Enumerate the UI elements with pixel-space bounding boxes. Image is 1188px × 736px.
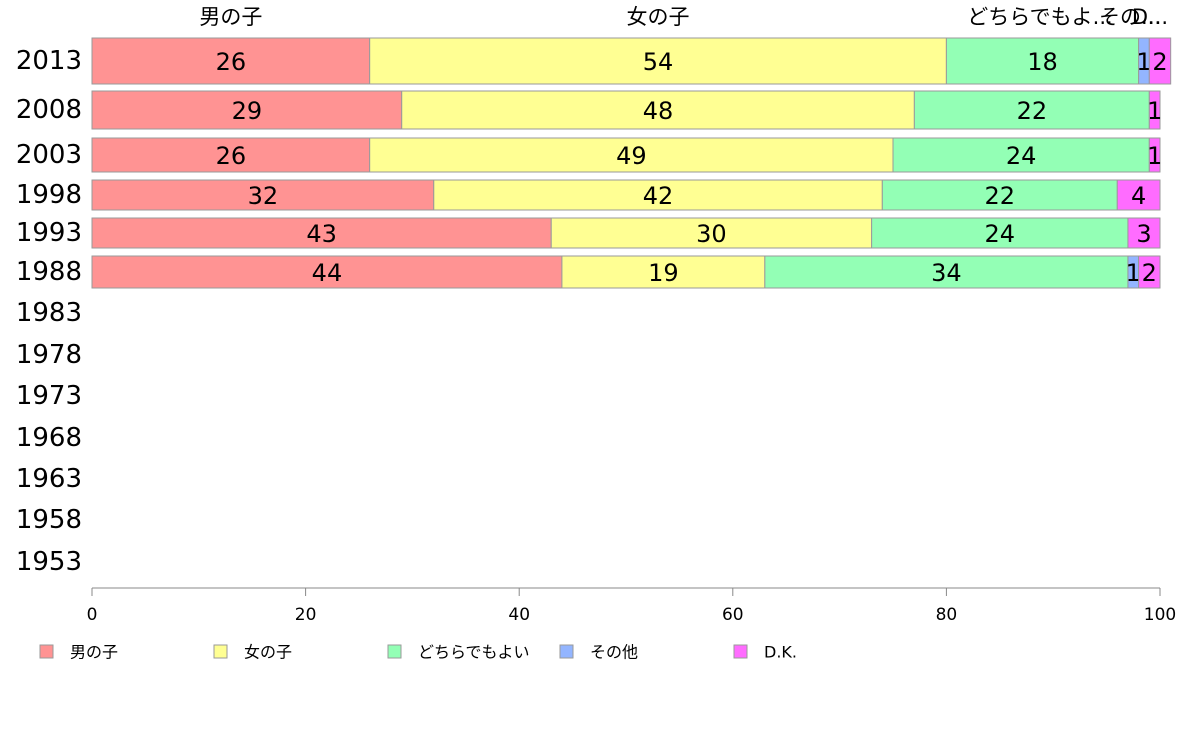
- bar-segment-1988-2: [764, 255, 1129, 289]
- x-tick-label-100: 100: [1144, 605, 1176, 625]
- bar-segment-1988-0: [91, 255, 563, 289]
- data-label-1993-1: 30: [696, 220, 727, 248]
- data-label-2013-3: 1: [1136, 48, 1151, 76]
- data-label-1988-4: 2: [1142, 259, 1157, 287]
- year-label-1968: 1968: [16, 423, 82, 453]
- bar-segment-2008-1: [401, 90, 915, 130]
- year-label-1978: 1978: [16, 340, 82, 370]
- legend-swatch-2: [387, 644, 402, 659]
- year-label-1983: 1983: [16, 298, 82, 328]
- data-label-2013-2: 18: [1027, 48, 1058, 76]
- top-category-labels: 男の子 女の子 どちらでもよ...その...D...: [199, 5, 1168, 29]
- data-label-1998-1: 42: [643, 182, 674, 210]
- legend-label-1: 女の子: [244, 643, 292, 662]
- bars: 26 54 18 1 229 48 22 126 49 24 132 42 22 443 30 24 344 19…: [91, 37, 1172, 289]
- bar-segment-1998-1: [433, 179, 883, 211]
- year-label-2013: 2013: [16, 46, 82, 76]
- legend-label-0: 男の子: [70, 643, 118, 662]
- data-label-2008-4: 1: [1147, 97, 1162, 125]
- data-label-2008-1: 48: [643, 97, 674, 125]
- bar-segment-1998-4: [1116, 179, 1161, 211]
- bar-segment-1988-4: [1138, 255, 1161, 289]
- year-label-2003: 2003: [16, 140, 82, 170]
- year-axis-labels: 2013 2008 2003 1998 1993 1988 1983 1978 1973 1968…: [16, 46, 82, 577]
- year-label-1963: 1963: [16, 464, 82, 494]
- x-tick-label-0: 0: [87, 605, 98, 625]
- bar-segment-2003-2: [892, 137, 1150, 173]
- legend-swatch-3: [559, 644, 574, 659]
- bar-segment-1998-0: [91, 179, 435, 211]
- legend-swatch-0: [39, 644, 54, 659]
- bar-segment-1993-4: [1127, 217, 1161, 249]
- x-tick-label-20: 20: [295, 605, 317, 625]
- legend: 男の子 女の子 どちらでもよい その他 D.K.: [39, 643, 797, 662]
- data-label-1993-0: 43: [306, 220, 337, 248]
- top-label-0: 男の子: [199, 5, 262, 29]
- legend-swatch-1: [213, 644, 228, 659]
- data-label-1993-2: 24: [985, 220, 1016, 248]
- data-label-1988-2: 34: [931, 259, 962, 287]
- data-label-1998-2: 22: [985, 182, 1016, 210]
- bar-segment-2013-4: [1148, 37, 1172, 85]
- top-label-4: D...: [1132, 5, 1168, 29]
- data-label-2008-2: 22: [1017, 97, 1048, 125]
- bar-segment-2008-4: [1148, 90, 1161, 130]
- data-label-1988-3: 1: [1126, 259, 1141, 287]
- year-label-1998: 1998: [16, 180, 82, 210]
- year-label-1993: 1993: [16, 218, 82, 248]
- bar-segment-1993-2: [871, 217, 1129, 249]
- bar-segment-2003-4: [1148, 137, 1161, 173]
- year-label-1958: 1958: [16, 505, 82, 535]
- data-label-1998-4: 4: [1131, 182, 1146, 210]
- data-label-1993-4: 3: [1136, 220, 1151, 248]
- legend-swatch-4: [733, 644, 748, 659]
- data-label-2013-0: 26: [216, 48, 247, 76]
- data-label-2003-2: 24: [1006, 142, 1037, 170]
- year-label-1973: 1973: [16, 381, 82, 411]
- x-tick-label-40: 40: [508, 605, 530, 625]
- x-axis: 0 20 40 60 80 100: [87, 587, 1176, 625]
- legend-label-2: どちらでもよい: [418, 643, 530, 662]
- top-label-1: 女の子: [627, 5, 690, 29]
- bar-segment-2008-0: [91, 90, 403, 130]
- x-tick-label-60: 60: [722, 605, 744, 625]
- data-label-2003-4: 1: [1147, 142, 1162, 170]
- data-label-2013-1: 54: [643, 48, 674, 76]
- data-label-1988-1: 19: [648, 259, 679, 287]
- data-label-1988-0: 44: [312, 259, 343, 287]
- year-label-2008: 2008: [16, 95, 82, 125]
- data-label-2003-1: 49: [616, 142, 647, 170]
- bar-segment-2013-1: [369, 37, 947, 85]
- legend-label-4: D.K.: [764, 643, 797, 662]
- bar-segment-2013-2: [945, 37, 1140, 85]
- top-label-3: その...: [1099, 5, 1161, 29]
- bar-segment-1998-2: [881, 179, 1118, 211]
- bar-segment-2003-0: [91, 137, 371, 173]
- data-label-1998-0: 32: [248, 182, 279, 210]
- year-label-1953: 1953: [16, 547, 82, 577]
- data-label-2013-4: 2: [1152, 48, 1167, 76]
- bar-segment-2013-0: [91, 37, 371, 85]
- top-label-2: どちらでもよ...: [967, 5, 1112, 29]
- bar-segment-1988-1: [561, 255, 766, 289]
- bar-segment-2008-2: [913, 90, 1150, 130]
- data-label-2003-0: 26: [216, 142, 247, 170]
- legend-label-3: その他: [590, 643, 638, 662]
- data-label-2008-0: 29: [232, 97, 263, 125]
- x-tick-label-80: 80: [936, 605, 958, 625]
- year-label-1988: 1988: [16, 257, 82, 287]
